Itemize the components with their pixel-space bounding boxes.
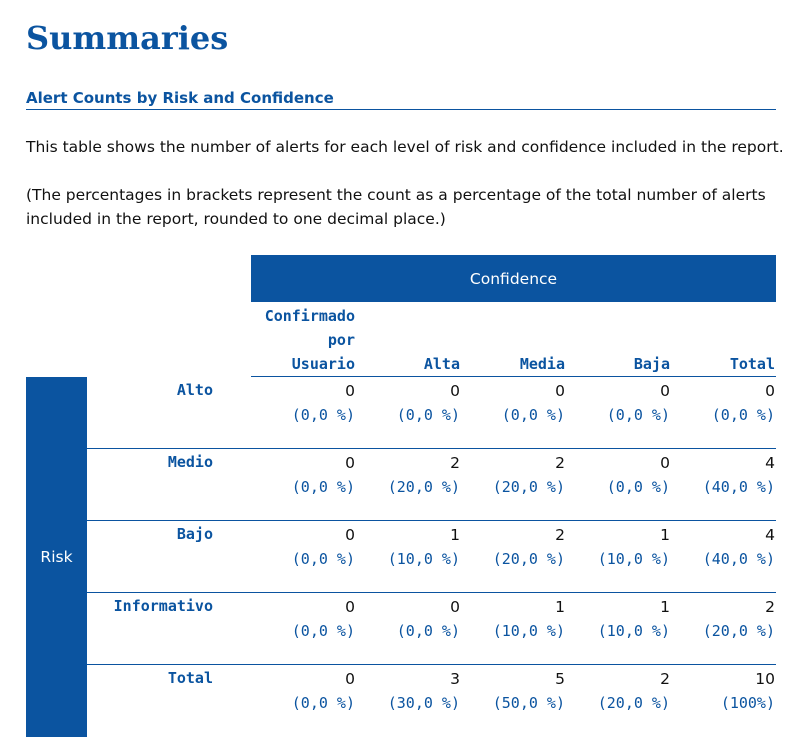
- alert-percentage: (30,0 %): [387, 694, 460, 712]
- alert-count: 3: [450, 670, 460, 688]
- table-cell: 3 (30,0 %): [356, 667, 460, 715]
- risk-header: Risk: [26, 377, 87, 737]
- table-cell: 0 (0,0 %): [251, 379, 355, 427]
- alert-percentage: (0,0 %): [606, 478, 670, 496]
- alert-count: 2: [450, 454, 460, 472]
- alert-count: 4: [765, 454, 775, 472]
- row-label: Alto: [176, 381, 213, 399]
- alert-percentage: (100%): [720, 694, 775, 712]
- table-cell: 0 (0,0 %): [251, 523, 355, 571]
- column-header: Alta: [423, 355, 460, 373]
- alert-percentage: (10,0 %): [597, 622, 670, 640]
- alert-percentage: (20,0 %): [597, 694, 670, 712]
- alert-percentage: (40,0 %): [702, 550, 775, 568]
- alert-count: 0: [345, 454, 355, 472]
- alert-count: 1: [555, 598, 565, 616]
- alert-percentage: (0,0 %): [606, 406, 670, 424]
- alert-percentage: (0,0 %): [291, 550, 355, 568]
- table-cell: 1 (10,0 %): [356, 523, 460, 571]
- table-cell: 1 (10,0 %): [566, 523, 670, 571]
- table-cell: 2 (20,0 %): [566, 667, 670, 715]
- alert-percentage: (20,0 %): [387, 478, 460, 496]
- table-cell: 2 (20,0 %): [356, 451, 460, 499]
- table-cell: 5 (50,0 %): [461, 667, 565, 715]
- table-cell: 2 (20,0 %): [671, 595, 775, 643]
- table-cell: 0 (0,0 %): [671, 379, 775, 427]
- alert-percentage: (10,0 %): [492, 622, 565, 640]
- table-cell: 0 (0,0 %): [356, 379, 460, 427]
- alert-count: 0: [450, 382, 460, 400]
- column-header: Confirmado por Usuario: [264, 307, 355, 373]
- confidence-header: Confidence: [251, 255, 776, 302]
- alert-count: 2: [555, 526, 565, 544]
- alert-count: 1: [660, 526, 670, 544]
- alert-count: 2: [765, 598, 775, 616]
- row-label: Bajo: [176, 525, 213, 543]
- alert-percentage: (0,0 %): [711, 406, 775, 424]
- page-title: Summaries: [26, 19, 229, 57]
- alert-count: 0: [660, 382, 670, 400]
- row-divider: [87, 448, 776, 449]
- alert-count: 0: [660, 454, 670, 472]
- column-header: Total: [729, 355, 775, 373]
- alert-count: 4: [765, 526, 775, 544]
- alert-count: 0: [345, 382, 355, 400]
- alert-percentage: (20,0 %): [492, 550, 565, 568]
- alert-percentage: (0,0 %): [501, 406, 565, 424]
- table-cell: 4 (40,0 %): [671, 523, 775, 571]
- alert-percentage: (10,0 %): [387, 550, 460, 568]
- alert-count: 0: [345, 526, 355, 544]
- alert-percentage: (0,0 %): [291, 406, 355, 424]
- table-cell: 0 (0,0 %): [251, 595, 355, 643]
- table-cell: 0 (0,0 %): [566, 451, 670, 499]
- row-label: Informativo: [113, 597, 213, 615]
- alert-count: 2: [555, 454, 565, 472]
- table-cell: 0 (0,0 %): [251, 667, 355, 715]
- alert-percentage: (40,0 %): [702, 478, 775, 496]
- table-cell: 0 (0,0 %): [566, 379, 670, 427]
- alert-count: 2: [660, 670, 670, 688]
- table-cell: 10 (100%): [671, 667, 775, 715]
- table-cell: 0 (0,0 %): [356, 595, 460, 643]
- row-divider: [87, 664, 776, 665]
- section-title: Alert Counts by Risk and Confidence: [26, 88, 776, 110]
- alert-count: 0: [450, 598, 460, 616]
- alert-percentage: (50,0 %): [492, 694, 565, 712]
- alert-percentage: (0,0 %): [291, 694, 355, 712]
- table-cell: 1 (10,0 %): [566, 595, 670, 643]
- percentage-note-paragraph: (The percentages in brackets represent t…: [26, 186, 766, 228]
- table-cell: 2 (20,0 %): [461, 451, 565, 499]
- alert-percentage: (0,0 %): [396, 622, 460, 640]
- alert-count: 5: [555, 670, 565, 688]
- column-header: Baja: [633, 355, 670, 373]
- alert-count: 0: [345, 670, 355, 688]
- alert-percentage: (0,0 %): [291, 622, 355, 640]
- table-cell: 4 (40,0 %): [671, 451, 775, 499]
- intro-paragraph: This table shows the number of alerts fo…: [26, 138, 784, 156]
- table-cell: 0 (0,0 %): [461, 379, 565, 427]
- row-divider: [87, 592, 776, 593]
- alert-percentage: (0,0 %): [291, 478, 355, 496]
- row-divider: [87, 520, 776, 521]
- alert-percentage: (20,0 %): [492, 478, 565, 496]
- alert-percentage: (20,0 %): [702, 622, 775, 640]
- table-cell: 1 (10,0 %): [461, 595, 565, 643]
- alert-count: 1: [660, 598, 670, 616]
- table-cell: 0 (0,0 %): [251, 451, 355, 499]
- column-header: Media: [519, 355, 565, 373]
- alert-count: 0: [555, 382, 565, 400]
- alert-percentage: (10,0 %): [597, 550, 670, 568]
- row-label: Total: [167, 669, 213, 687]
- alert-percentage: (0,0 %): [396, 406, 460, 424]
- alert-count: 1: [450, 526, 460, 544]
- alert-count: 10: [755, 670, 775, 688]
- table-cell: 2 (20,0 %): [461, 523, 565, 571]
- alert-count: 0: [765, 382, 775, 400]
- row-label: Medio: [167, 453, 213, 471]
- alert-count: 0: [345, 598, 355, 616]
- column-header-rule: [251, 376, 776, 377]
